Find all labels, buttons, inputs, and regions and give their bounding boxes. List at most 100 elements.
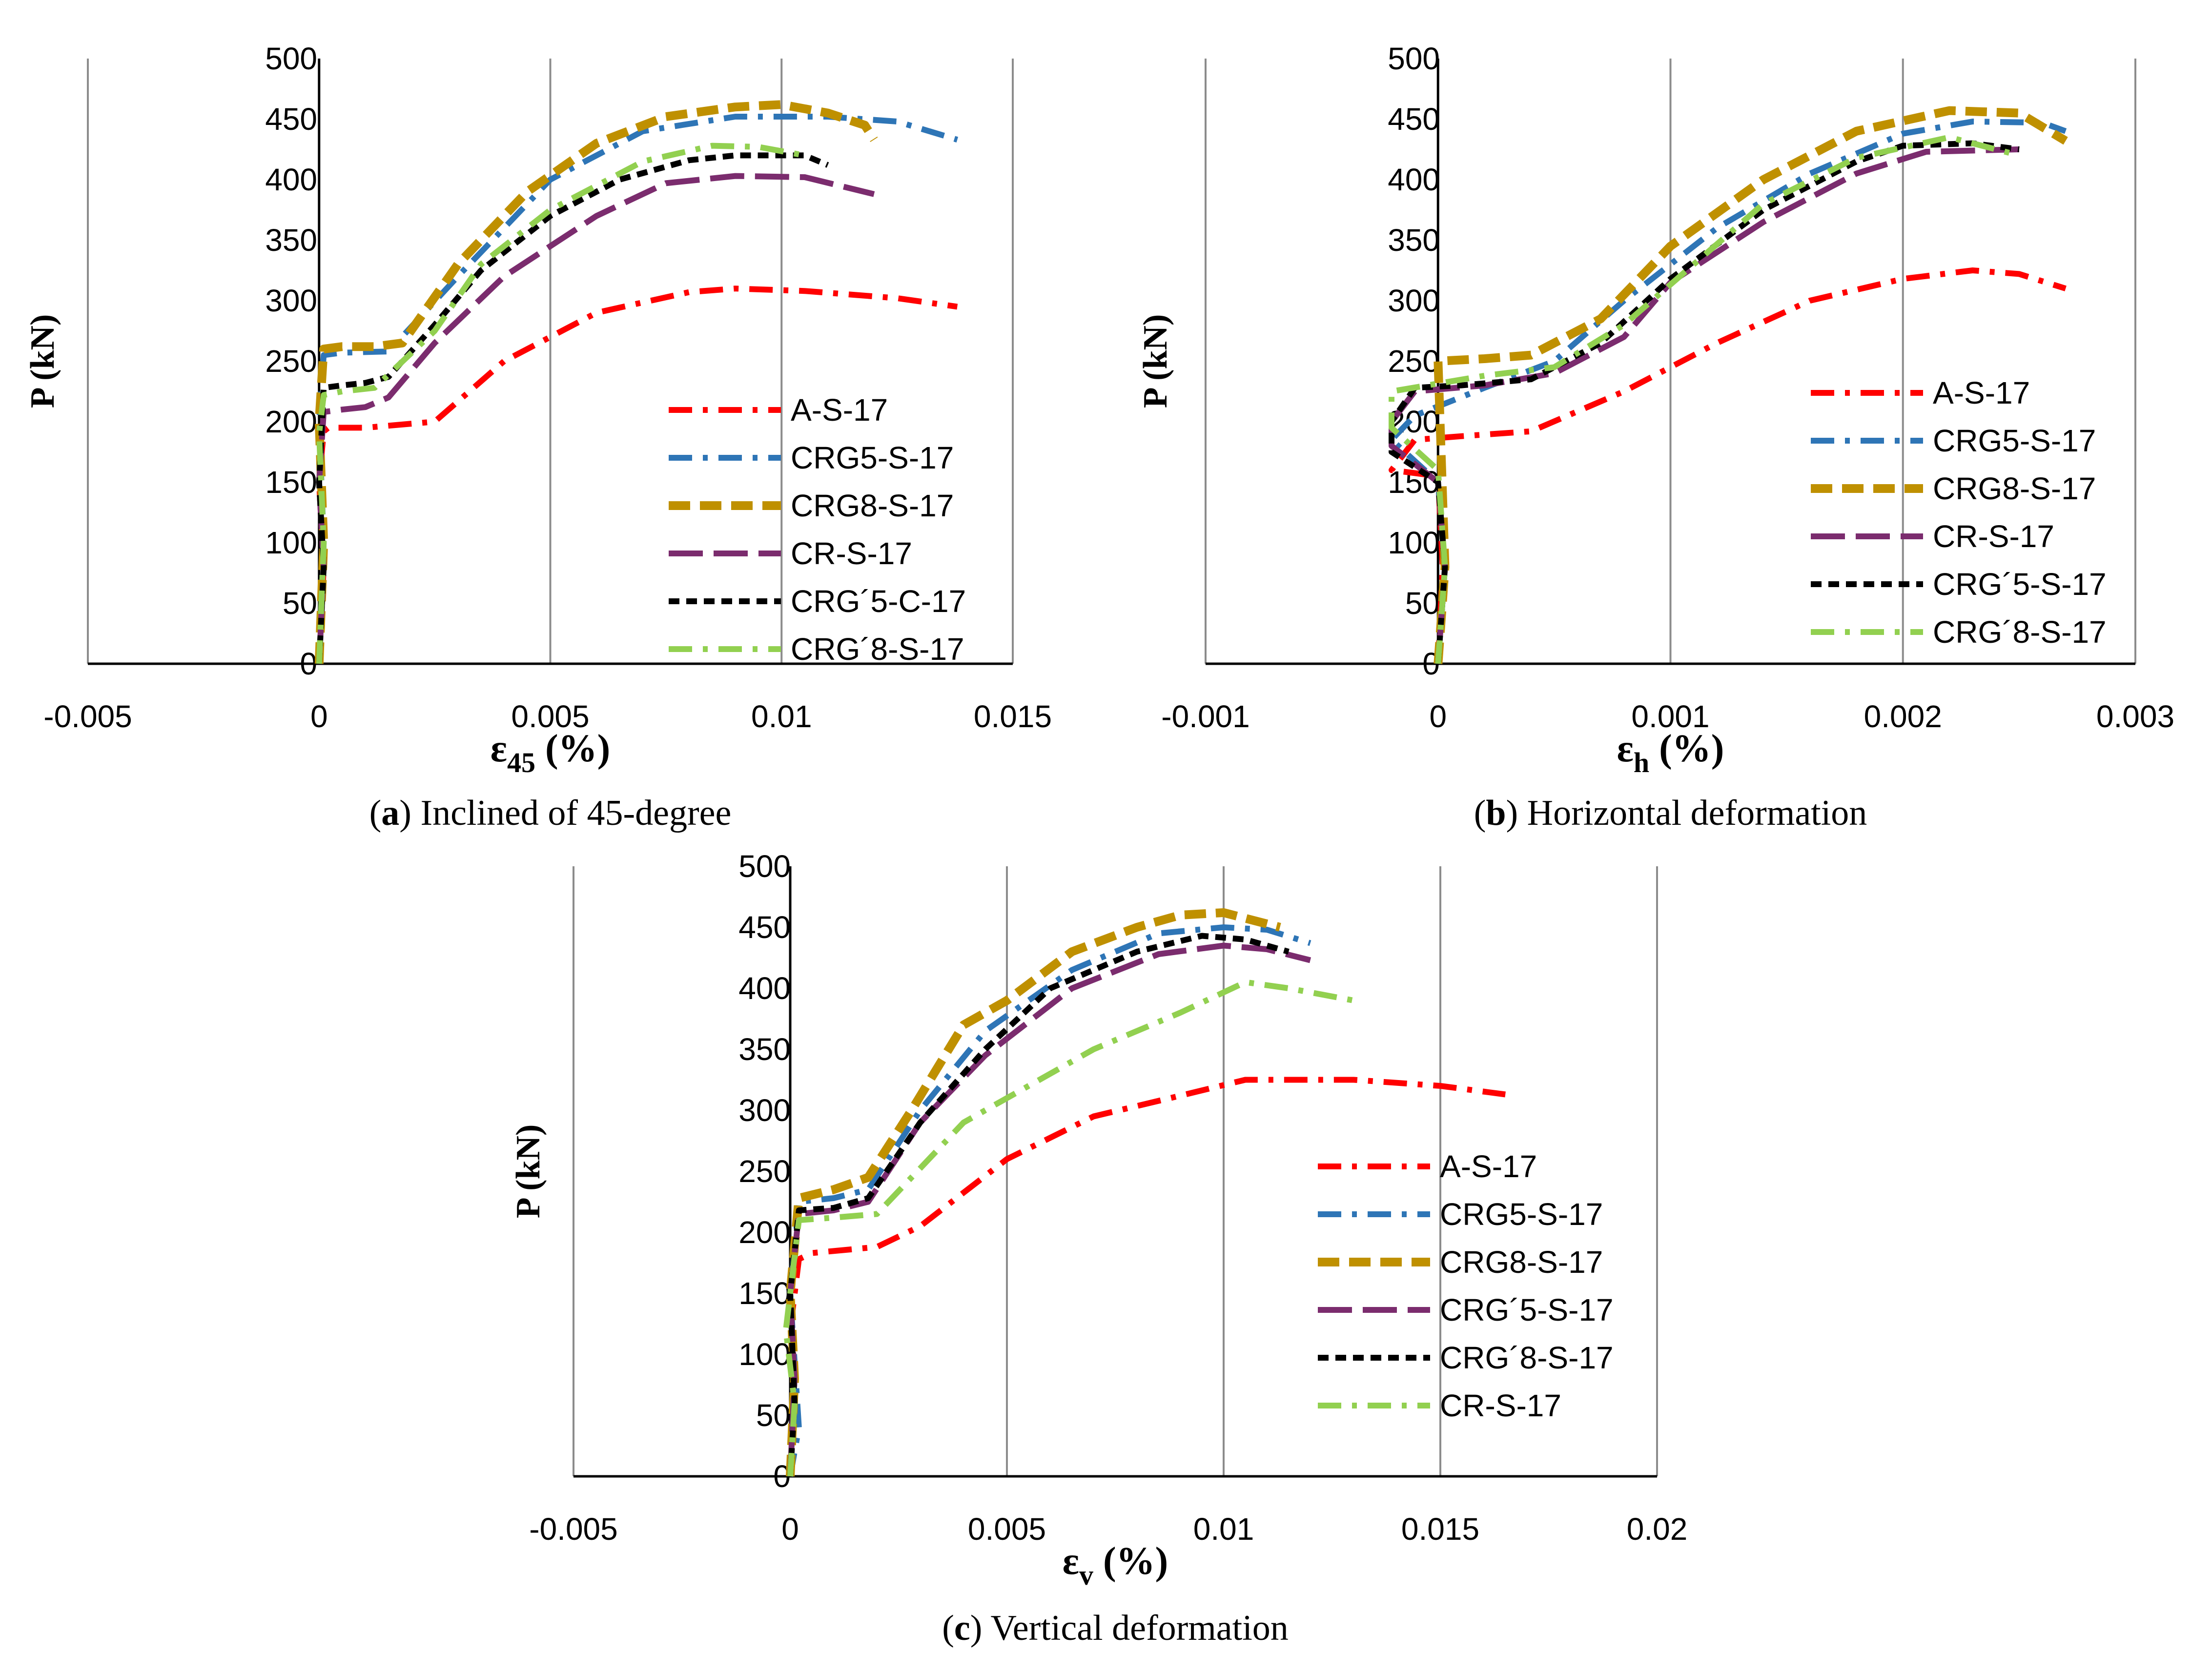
caption-text: ) Vertical deformation — [970, 1608, 1289, 1648]
y-tick-label-8: 400 — [265, 162, 317, 197]
x-axis-label-subscript: 45 — [507, 747, 535, 778]
y-tick-label-2: 100 — [738, 1337, 791, 1372]
legend-label-2: CRG5-S-17 — [1933, 423, 2096, 458]
legend-label-5: CRG´5-S-17 — [1933, 567, 2107, 602]
legend-label-3: CRG8-S-17 — [791, 488, 954, 523]
x-tick-label-0: -0.001 — [1161, 699, 1249, 734]
x-tick-label-3: 0.002 — [1864, 699, 1942, 734]
legend-label-6: CR-S-17 — [1440, 1388, 1561, 1423]
x-tick-label-2: 0.001 — [1631, 699, 1709, 734]
y-tick-label-7: 350 — [265, 223, 317, 258]
caption-letter: a — [381, 793, 399, 833]
y-tick-label-7: 350 — [1388, 223, 1440, 258]
y-tick-label-4: 200 — [265, 404, 317, 439]
legend-label-5: CRG´8-S-17 — [1440, 1340, 1614, 1375]
series-line-6 — [316, 143, 805, 664]
y-tick-label-4: 200 — [738, 1215, 791, 1250]
caption-letter: c — [954, 1608, 970, 1648]
y-tick-label-6: 300 — [1388, 283, 1440, 318]
y-tick-label-6: 300 — [738, 1093, 791, 1128]
x-axis-label-unit: (%) — [535, 727, 610, 770]
y-axis-label: P (kN) — [510, 1124, 547, 1219]
x-axis-label-unit: (%) — [1093, 1540, 1168, 1583]
x-axis-label: εv (%) — [1063, 1540, 1168, 1591]
series-line-2 — [1389, 119, 2067, 664]
legend-label-2: CRG5-S-17 — [791, 440, 954, 475]
caption-open-paren: ( — [942, 1608, 954, 1648]
x-tick-label-1: 0 — [310, 699, 328, 734]
x-tick-label-3: 0.01 — [1193, 1511, 1254, 1547]
x-tick-label-2: 0.005 — [968, 1511, 1046, 1547]
x-tick-label-3: 0.01 — [751, 699, 812, 734]
series-line-1 — [1389, 267, 2067, 664]
y-tick-label-6: 300 — [265, 283, 317, 318]
legend-label-4: CRG´5-S-17 — [1440, 1292, 1614, 1327]
chart-panel-a: 0 50 100 150 200 250 300 350 400 450 500 -0.005 0 0.0… — [24, 41, 1052, 833]
y-tick-label-1: 50 — [756, 1398, 791, 1433]
x-axis-label-subscript: v — [1079, 1559, 1093, 1591]
y-tick-label-5: 250 — [1388, 344, 1440, 379]
legend-label-2: CRG5-S-17 — [1440, 1197, 1603, 1232]
x-axis-label-symbol: ε — [491, 727, 507, 770]
x-axis-label: ε45 (%) — [491, 727, 610, 778]
x-tick-label-4: 0.015 — [974, 699, 1052, 734]
caption-text: ) Inclined of 45-degree — [399, 793, 731, 833]
y-tick-label-10: 500 — [738, 849, 791, 884]
legend-label-3: CRG8-S-17 — [1440, 1245, 1603, 1280]
y-tick-label-5: 250 — [738, 1154, 791, 1189]
x-tick-label-2: 0.005 — [511, 699, 589, 734]
x-axis-label: εh (%) — [1617, 727, 1724, 778]
x-tick-label-1: 0 — [1429, 699, 1447, 734]
series-line-4 — [1389, 146, 2020, 664]
series-line-3 — [1434, 106, 2068, 664]
legend-label-1: A-S-17 — [791, 392, 888, 428]
y-tick-label-10: 500 — [265, 41, 317, 76]
x-axis-label-unit: (%) — [1649, 727, 1724, 770]
legend-label-1: A-S-17 — [1440, 1149, 1537, 1184]
y-tick-label-10: 500 — [1388, 41, 1440, 76]
x-tick-label-4: 0.003 — [2096, 699, 2174, 734]
y-tick-label-3: 150 — [265, 465, 317, 500]
legend-label-4: CR-S-17 — [791, 536, 912, 571]
y-tick-label-0: 0 — [300, 646, 317, 681]
y-tick-label-7: 350 — [738, 1032, 791, 1067]
y-tick-label-9: 450 — [265, 102, 317, 137]
panel-caption: (b) Horizontal deformation — [1474, 793, 1867, 833]
panel-caption: (a) Inclined of 45-degree — [369, 793, 732, 833]
y-tick-label-8: 400 — [1388, 162, 1440, 197]
y-tick-label-9: 450 — [1388, 102, 1440, 137]
x-tick-label-1: 0 — [781, 1511, 799, 1547]
y-axis-label: P (kN) — [1137, 314, 1174, 408]
caption-letter: b — [1486, 793, 1506, 833]
x-axis-label-subscript: h — [1634, 747, 1649, 778]
legend-label-3: CRG8-S-17 — [1933, 471, 2096, 506]
y-tick-label-8: 400 — [738, 971, 791, 1006]
series-line-3 — [314, 100, 878, 664]
y-tick-label-3: 150 — [738, 1276, 791, 1311]
x-axis-label-symbol: ε — [1063, 1540, 1079, 1583]
legend-label-4: CR-S-17 — [1933, 519, 2054, 554]
y-tick-label-2: 100 — [265, 525, 317, 560]
x-tick-label-0: -0.005 — [529, 1511, 617, 1547]
y-tick-label-3: 150 — [1388, 465, 1440, 500]
legend-label-6: CRG´8-S-17 — [1933, 614, 2107, 650]
legend-label-1: A-S-17 — [1933, 375, 2030, 410]
legend-label-6: CRG´8-S-17 — [791, 632, 964, 667]
panel-caption: (c) Vertical deformation — [942, 1608, 1289, 1648]
x-tick-label-5: 0.02 — [1627, 1511, 1688, 1547]
series-line-4 — [787, 942, 1311, 1477]
caption-text: ) Horizontal deformation — [1506, 793, 1867, 833]
series-line-5 — [1389, 140, 2020, 664]
y-tick-label-9: 450 — [738, 910, 791, 945]
legend-label-5: CRG´5-C-17 — [791, 584, 966, 619]
caption-open-paren: ( — [1474, 793, 1486, 833]
y-tick-label-5: 250 — [265, 344, 317, 379]
caption-open-paren: ( — [369, 793, 382, 833]
y-tick-label-2: 100 — [1388, 525, 1440, 560]
series-line-6 — [1389, 134, 2020, 664]
y-tick-label-1: 50 — [283, 586, 317, 621]
x-tick-label-4: 0.015 — [1401, 1511, 1479, 1547]
series-line-6 — [783, 979, 1354, 1477]
